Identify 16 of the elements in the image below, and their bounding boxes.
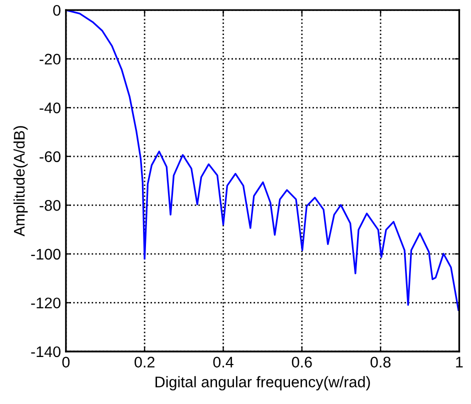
- y-tick-label: -120: [31, 298, 60, 308]
- y-tick-label: -80: [40, 200, 60, 211]
- x-tick-label: 1: [456, 356, 463, 368]
- y-tick-label: -60: [40, 151, 60, 162]
- x-tick-label: 0: [62, 356, 70, 368]
- y-axis-title: Amplitude(A/dB): [13, 126, 28, 236]
- y-tick-label: -140: [31, 346, 60, 358]
- x-axis-title: Digital angular frequency(w/rad): [156, 376, 370, 390]
- y-tick-label: -100: [31, 248, 60, 260]
- y-tick-label: 0: [53, 4, 60, 16]
- x-tick-label: 0.4: [213, 356, 234, 368]
- y-tick-label: -40: [40, 102, 60, 114]
- y-tick-label: -20: [40, 54, 60, 65]
- x-tick-label: 0.8: [370, 356, 391, 368]
- x-tick-label: 0.2: [134, 356, 154, 368]
- x-tick-label: 0.6: [292, 356, 312, 368]
